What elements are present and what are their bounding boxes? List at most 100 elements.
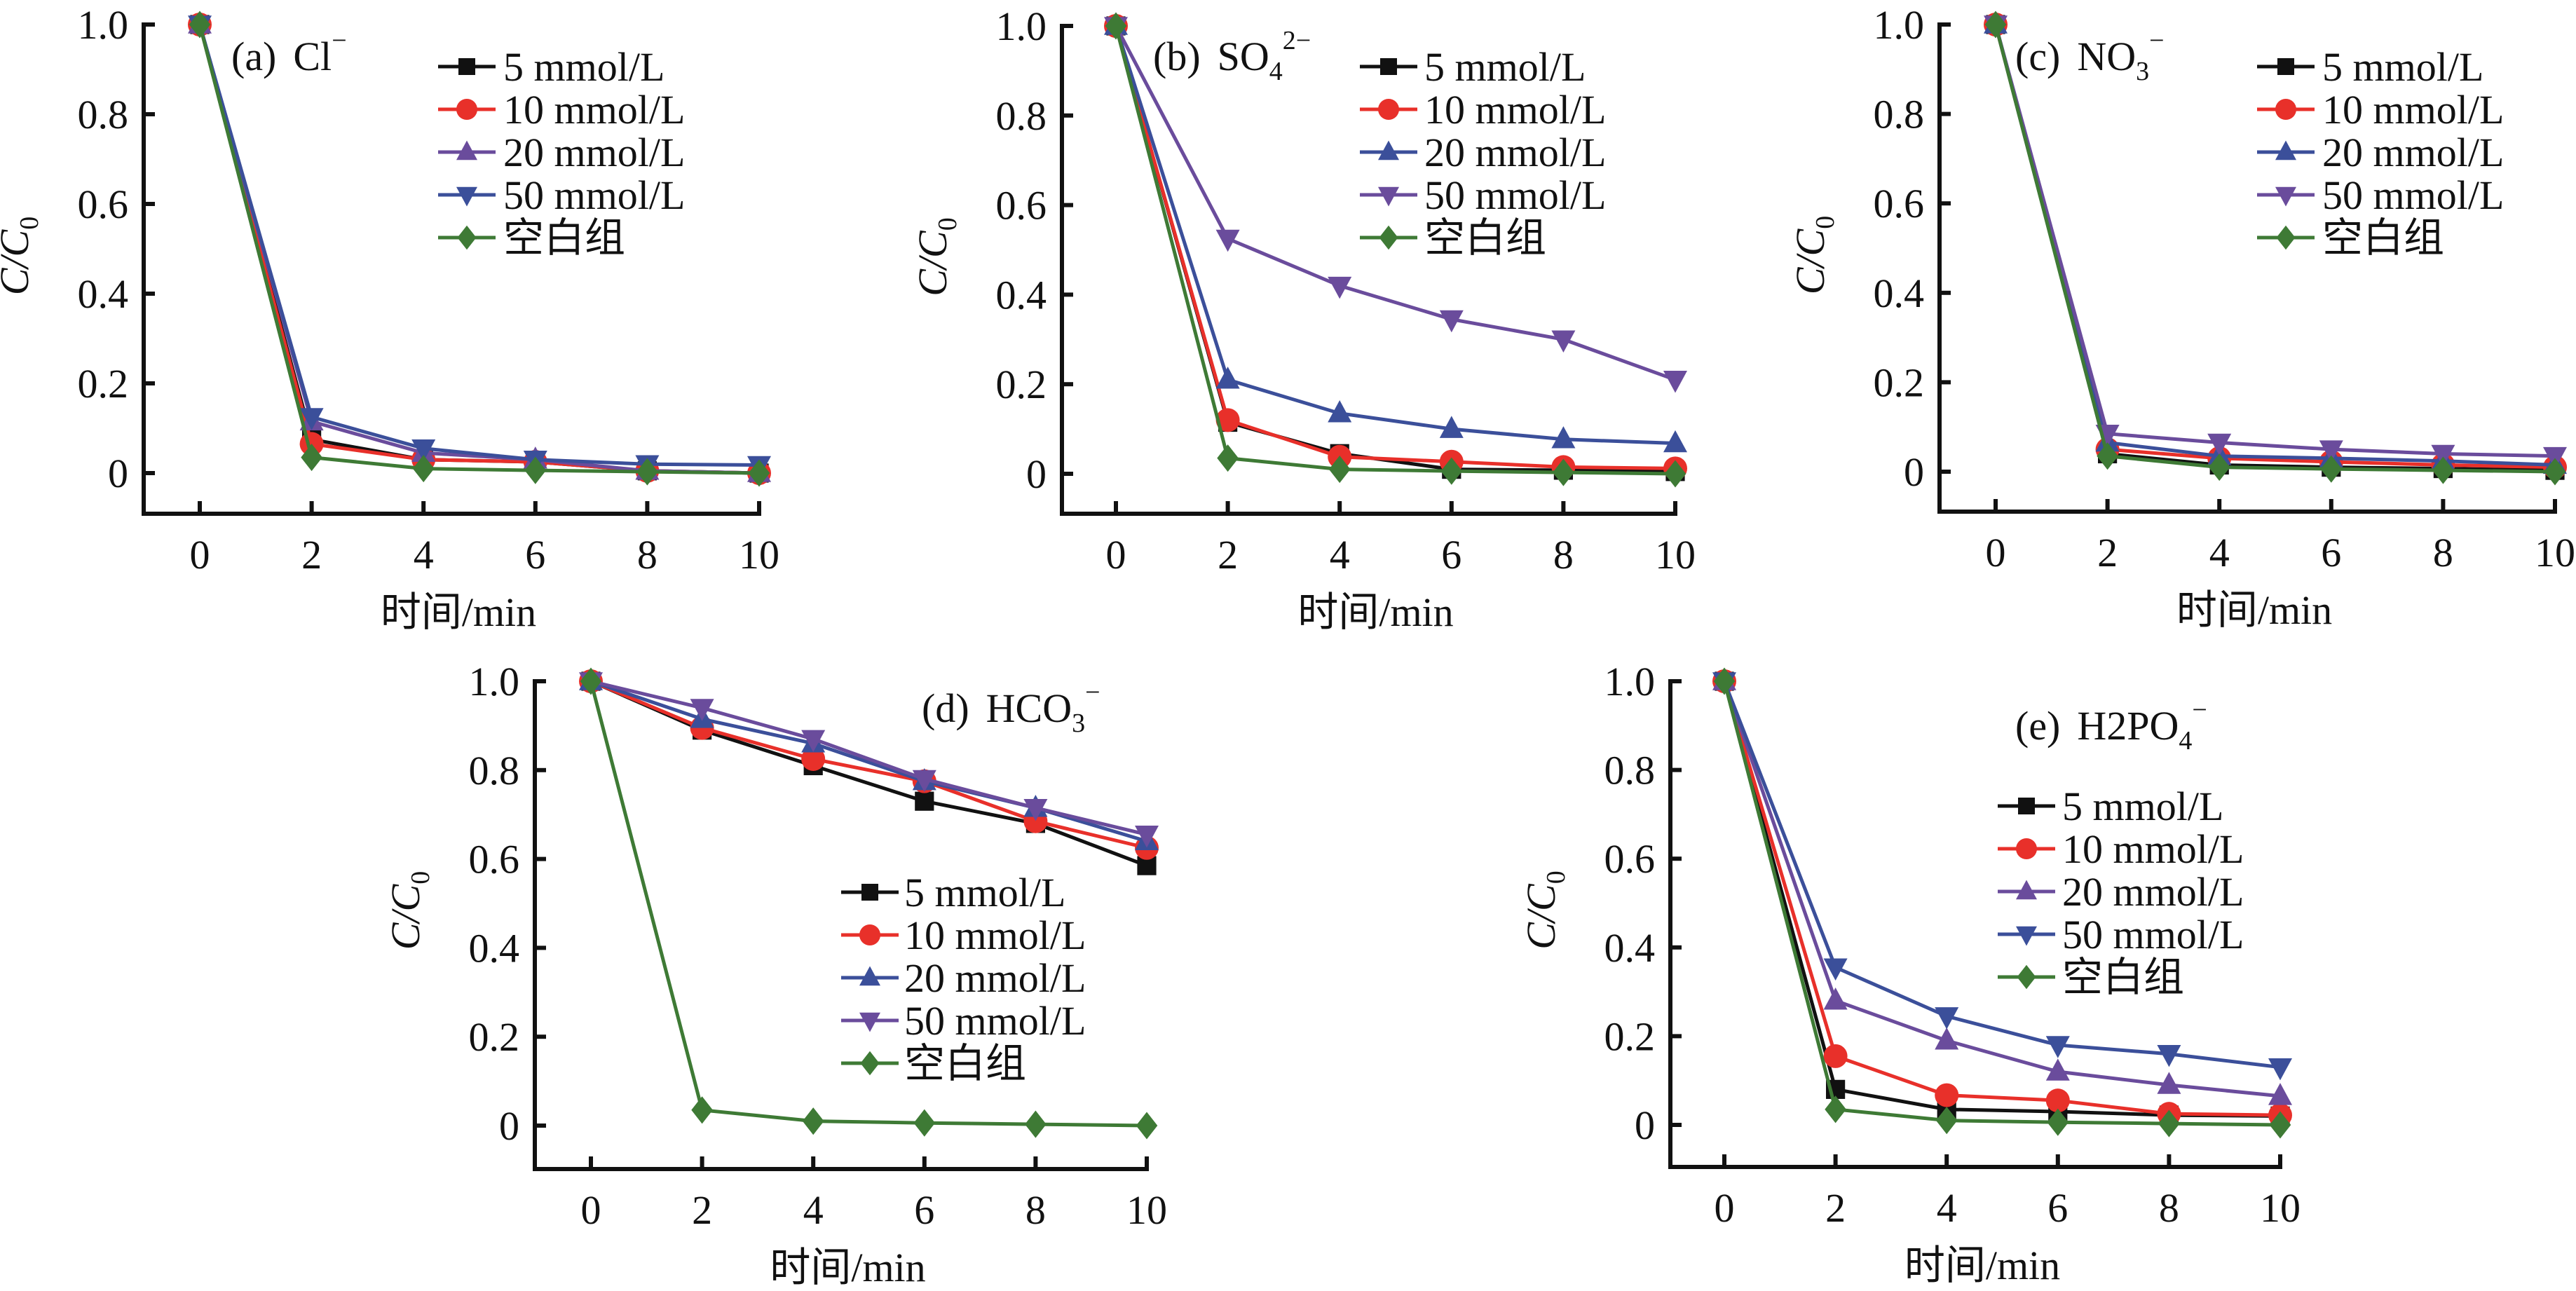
y-tick-label: 1.0 xyxy=(996,4,1047,49)
y-tick-label: 0.4 xyxy=(78,271,129,317)
panel-title: (b) SO42− xyxy=(1153,26,1311,86)
panel-ion-sub: 4 xyxy=(2179,726,2192,756)
panel-ion: SO xyxy=(1218,34,1269,79)
data-point xyxy=(580,667,602,695)
y-tick-label: 0.6 xyxy=(1874,181,1925,226)
data-point xyxy=(2431,444,2455,467)
series-line xyxy=(1722,681,2281,1117)
legend-label: 20 mmol/L xyxy=(1424,130,1606,175)
data-point xyxy=(2097,442,2118,470)
data-point xyxy=(1664,460,1686,488)
legend-label: 5 mmol/L xyxy=(904,870,1065,915)
legend-item: 空白组 xyxy=(438,215,625,261)
series-line xyxy=(590,679,1147,837)
panel-title: (c) NO3− xyxy=(2015,26,2165,86)
data-point xyxy=(2320,455,2343,483)
series-line xyxy=(589,681,1147,1128)
legend-marker xyxy=(861,884,878,901)
legend-label: 50 mmol/L xyxy=(503,172,685,218)
y-axis-title-main: C/C xyxy=(0,228,37,295)
legend-item: 20 mmol/L xyxy=(438,130,685,175)
x-tick-label: 8 xyxy=(2433,530,2453,575)
panel-ion-sub: 4 xyxy=(1269,57,1283,86)
panel-ion: H2PO xyxy=(2077,703,2179,749)
y-tick-label: 0.6 xyxy=(469,837,520,882)
legend-item: 空白组 xyxy=(1360,215,1546,261)
data-point xyxy=(1551,426,1576,449)
panel-ion: Cl xyxy=(293,34,332,79)
legend-item: 10 mmol/L xyxy=(841,913,1086,958)
y-tick-label: 0.2 xyxy=(1604,1013,1656,1059)
data-point xyxy=(802,1107,824,1135)
data-point xyxy=(1023,798,1048,821)
x-tick-label: 2 xyxy=(692,1187,712,1233)
data-point xyxy=(2045,1088,2070,1113)
y-tick-label: 0.8 xyxy=(1874,92,1925,137)
data-point xyxy=(2047,1108,2069,1136)
data-point xyxy=(2319,440,2343,463)
legend-item: 空白组 xyxy=(841,1041,1026,1086)
panel-title: (e) H2PO4− xyxy=(2015,695,2207,756)
data-point xyxy=(913,1109,936,1137)
legend-item: 空白组 xyxy=(2257,215,2444,261)
data-point xyxy=(1215,408,1240,432)
legend-label: 10 mmol/L xyxy=(503,87,685,132)
legend-label: 空白组 xyxy=(503,215,625,261)
y-axis-title-sub: 0 xyxy=(406,871,435,884)
legend-label: 5 mmol/L xyxy=(1424,44,1586,90)
x-axis-title: 时间/min xyxy=(1297,589,1453,635)
legend-marker xyxy=(1379,225,1398,250)
legend-item: 5 mmol/L xyxy=(1360,44,1586,90)
series-line xyxy=(1994,24,2556,474)
y-tick-label: 0.2 xyxy=(78,361,129,407)
legend-marker xyxy=(2016,880,2037,900)
data-point xyxy=(1440,457,1463,485)
y-tick-label: 0.2 xyxy=(469,1014,520,1060)
legend-item: 5 mmol/L xyxy=(2257,44,2483,90)
y-axis-title-sub: 0 xyxy=(933,217,962,231)
data-point xyxy=(1713,667,1736,695)
panel-label: (d) xyxy=(922,685,969,731)
x-tick-label: 0 xyxy=(1986,530,2006,575)
panel-ion-sup: − xyxy=(2149,26,2164,55)
y-tick-label: 0.8 xyxy=(1604,748,1656,793)
legend-label: 5 mmol/L xyxy=(503,44,665,90)
legend-marker xyxy=(860,1051,880,1076)
data-point xyxy=(1136,1112,1158,1140)
data-point xyxy=(2158,1109,2180,1138)
panel-title: (a) Cl− xyxy=(231,26,347,79)
data-point xyxy=(1663,430,1687,453)
legend-label: 空白组 xyxy=(904,1041,1026,1086)
axes: 0 0.2 0.4 0.6 0.8 1.0 0 2 4 6 8 10 xyxy=(1874,2,2576,575)
y-tick-label: 0.2 xyxy=(1874,360,1925,405)
legend-label: 10 mmol/L xyxy=(904,913,1086,958)
data-point xyxy=(691,1096,713,1124)
x-tick-label: 2 xyxy=(1218,532,1238,578)
y-tick-label: 0 xyxy=(108,451,128,496)
panel-ion: NO xyxy=(2077,34,2136,79)
panel-ion-sup: − xyxy=(1085,678,1100,707)
series-line xyxy=(1722,681,2281,1127)
legend-item: 20 mmol/L xyxy=(841,955,1086,1001)
series-10-mmol-L xyxy=(188,13,771,485)
data-point xyxy=(1551,330,1576,353)
y-axis-title-sub: 0 xyxy=(1541,870,1571,884)
data-point xyxy=(524,456,547,484)
legend-marker xyxy=(2276,225,2296,250)
panel-ion-sup: − xyxy=(2192,695,2207,725)
data-point xyxy=(912,770,936,793)
panel-label: (c) xyxy=(2015,34,2060,79)
legend-label: 空白组 xyxy=(2062,955,2184,1000)
series-空白组 xyxy=(189,11,770,487)
legend-marker xyxy=(1380,58,1397,75)
series-line xyxy=(1722,681,2281,1098)
x-tick-label: 10 xyxy=(739,532,779,578)
data-point xyxy=(1215,367,1240,389)
y-tick-label: 0.8 xyxy=(78,92,129,137)
series-5-mmol-L xyxy=(190,15,769,483)
panel-ion-sub: 3 xyxy=(2136,57,2149,86)
